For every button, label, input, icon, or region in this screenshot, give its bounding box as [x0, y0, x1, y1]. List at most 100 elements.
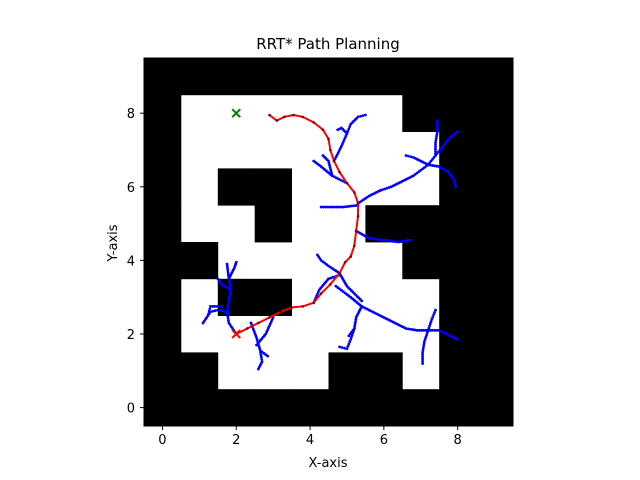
obstacle-cell — [144, 131, 182, 169]
tree-node — [378, 189, 382, 192]
path-node — [301, 305, 304, 308]
path-node — [290, 306, 293, 309]
obstacle-cell — [476, 278, 514, 316]
tree-node — [209, 305, 212, 308]
tree-node — [251, 327, 255, 331]
tree-node — [226, 266, 229, 270]
tree-node — [333, 205, 336, 209]
obstacle-cell — [144, 205, 182, 243]
tree-node — [347, 334, 351, 338]
obstacle-cell — [144, 389, 182, 427]
path-node — [349, 255, 352, 259]
tree-node — [433, 164, 437, 168]
tree-node — [340, 144, 343, 148]
tree-node — [316, 253, 319, 257]
tree-node — [350, 204, 354, 208]
tree-node — [226, 314, 230, 318]
tree-node — [453, 182, 457, 186]
tree-node — [343, 346, 346, 350]
obstacle-cell — [439, 352, 477, 390]
tree-node — [435, 164, 439, 168]
obstacle-cell — [439, 131, 477, 169]
tree-node — [433, 310, 436, 314]
tree-node — [387, 186, 391, 189]
tree-node — [327, 277, 330, 281]
obstacle-cell — [254, 389, 292, 427]
tree-node — [453, 180, 456, 184]
tree-node — [339, 178, 343, 182]
tree-node — [337, 149, 341, 152]
tree-node — [404, 327, 408, 330]
path-node — [356, 214, 360, 218]
tree-node — [227, 279, 231, 283]
path-node — [279, 310, 282, 314]
path-node — [312, 121, 316, 124]
tree-node — [340, 142, 344, 146]
tree-node — [328, 205, 332, 209]
tree-node — [211, 309, 215, 313]
tree-node — [207, 309, 211, 313]
tree-node — [392, 240, 396, 243]
tree-node — [225, 310, 229, 313]
tree-node — [434, 145, 437, 149]
tree-node — [431, 315, 435, 319]
tree-node — [220, 309, 224, 313]
tree-node — [330, 172, 334, 176]
tree-node — [411, 155, 415, 159]
tree-node — [411, 328, 415, 331]
obstacle-cell — [217, 168, 256, 206]
tree-node — [431, 164, 434, 167]
tree-node — [423, 339, 426, 343]
y-tick-label: 2 — [127, 328, 135, 343]
goal-marker — [231, 108, 241, 118]
tree-node — [225, 264, 229, 268]
tree-node — [421, 346, 425, 350]
obstacle-cell — [254, 168, 292, 206]
tree-node — [435, 132, 439, 136]
tree-node — [234, 260, 238, 264]
tree-node — [369, 237, 373, 240]
tree-node — [226, 271, 230, 274]
tree-node — [329, 276, 333, 280]
tree-node — [434, 308, 437, 312]
tree-node — [390, 239, 394, 243]
tree-node — [257, 344, 261, 348]
tree-node — [456, 338, 460, 341]
tree-node — [213, 309, 217, 313]
obstacle-cell — [217, 389, 256, 427]
tree-node — [228, 284, 232, 287]
axes-layer: 0 2 4 6 8 0 2 4 6 8 — [127, 57, 514, 448]
path-node — [338, 271, 341, 275]
tree-node — [255, 343, 258, 347]
tree-node — [227, 310, 231, 314]
obstacle-cell — [402, 242, 440, 280]
obstacle-cell — [402, 389, 440, 427]
obstacle-cell — [439, 242, 477, 280]
tree-node — [216, 277, 220, 281]
obstacle-cell — [402, 58, 440, 96]
path-node — [343, 260, 347, 264]
tree-node — [385, 186, 389, 190]
path-node — [301, 115, 304, 119]
tree-node — [435, 130, 439, 134]
tree-node — [349, 335, 353, 339]
obstacle-cell — [476, 94, 514, 132]
path-node — [353, 244, 356, 247]
path-node — [332, 159, 336, 163]
tree-node — [329, 170, 333, 173]
obstacle-cell — [180, 389, 219, 427]
tree-node — [316, 290, 320, 294]
tree-node — [220, 305, 223, 308]
tree-node — [249, 321, 253, 325]
tree-node — [330, 174, 334, 178]
tree-node — [208, 307, 212, 311]
tree-node — [435, 121, 439, 125]
tree-node — [343, 136, 347, 140]
path-node — [312, 301, 316, 305]
tree-node — [415, 328, 419, 332]
tree-node — [340, 346, 344, 349]
x-tick-label: 4 — [306, 433, 314, 448]
tree-node — [336, 128, 340, 132]
tree-node — [226, 273, 230, 276]
obstacle-cell — [476, 242, 514, 280]
